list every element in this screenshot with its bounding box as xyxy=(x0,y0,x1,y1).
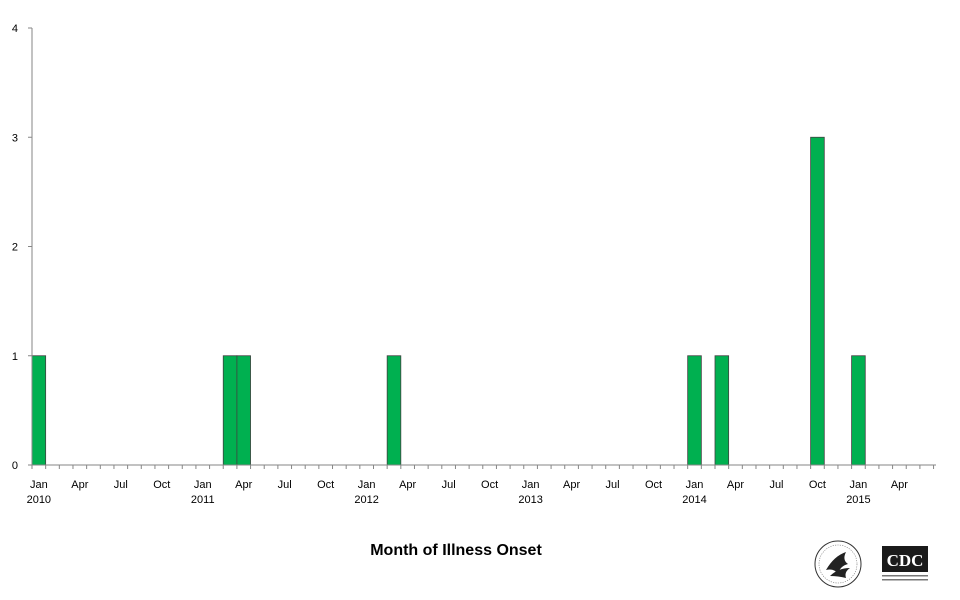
hhs-seal-icon xyxy=(814,540,862,588)
y-tick-label: 0 xyxy=(12,460,18,472)
x-tick-label: Jan xyxy=(850,479,868,491)
x-tick-label: Jan xyxy=(522,479,540,491)
x-tick-year-label: 2010 xyxy=(27,494,51,506)
bar xyxy=(222,355,238,466)
y-axis: 0 1 2 3 4 xyxy=(12,23,33,472)
x-tick-year-label: 2012 xyxy=(354,494,378,506)
x-tick-year-label: 2015 xyxy=(846,494,870,506)
bar xyxy=(714,355,730,466)
x-tick-label: Oct xyxy=(153,479,170,491)
bar xyxy=(810,136,825,466)
x-axis-title: Month of Illness Onset xyxy=(370,542,542,559)
x-tick-label: Apr xyxy=(235,479,252,491)
x-tick-year-label: 2011 xyxy=(191,494,215,506)
bar xyxy=(31,355,47,466)
x-tick-label: Jan xyxy=(194,479,212,491)
logos: CDC xyxy=(814,540,928,588)
y-tick-label: 4 xyxy=(12,23,18,35)
x-tick-label: Apr xyxy=(71,479,88,491)
x-tick-label: Jan xyxy=(686,479,704,491)
x-axis: Jan 2010 Apr Jul Oct Jan 2011 Apr Jul Oct Jan 2012 A… xyxy=(27,464,936,506)
bar xyxy=(386,355,402,466)
y-tick-label: 2 xyxy=(12,242,18,254)
x-tick-label: Apr xyxy=(563,479,580,491)
x-tick-label: Jul xyxy=(769,479,783,491)
bars xyxy=(31,136,866,466)
x-tick-label: Apr xyxy=(399,479,416,491)
x-tick-label: Oct xyxy=(317,479,334,491)
svg-text:CDC: CDC xyxy=(887,551,924,570)
x-tick-label: Apr xyxy=(891,479,908,491)
x-tick-label: Jul xyxy=(606,479,620,491)
x-tick-label: Oct xyxy=(481,479,498,491)
x-tick-label: Apr xyxy=(727,479,744,491)
y-tick-label: 1 xyxy=(12,351,18,363)
x-tick-label: Jul xyxy=(442,479,456,491)
x-tick-label: Jan xyxy=(358,479,376,491)
x-tick-label: Oct xyxy=(645,479,662,491)
x-tick-year-label: 2014 xyxy=(682,494,706,506)
x-tick-label: Oct xyxy=(809,479,826,491)
cdc-logo-icon: CDC xyxy=(882,546,928,581)
y-tick-label: 3 xyxy=(12,132,18,144)
x-tick-label: Jan xyxy=(30,479,48,491)
x-tick-label: Jul xyxy=(114,479,128,491)
x-tick-year-label: 2013 xyxy=(518,494,542,506)
bar xyxy=(851,355,866,466)
x-tick-label: Jul xyxy=(278,479,292,491)
bar xyxy=(687,355,702,466)
bar xyxy=(236,355,251,466)
